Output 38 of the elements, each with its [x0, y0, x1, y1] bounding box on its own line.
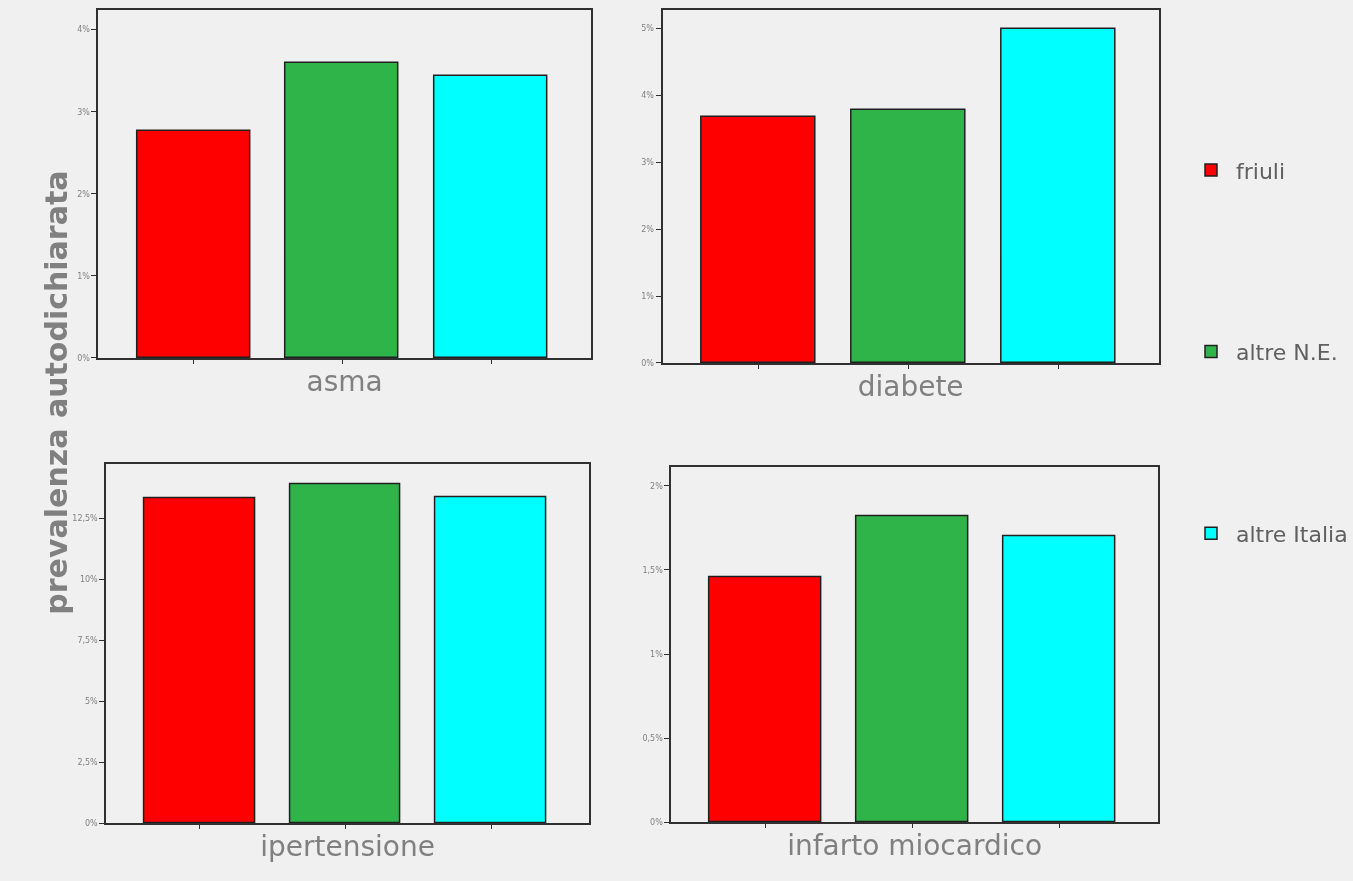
bar [135, 129, 251, 358]
y-tick-label: 0% [641, 358, 655, 368]
y-tick-label: 0% [650, 818, 664, 828]
x-axis-title: asma [306, 364, 383, 398]
x-axis-title: ipertensione [260, 830, 435, 864]
y-tick-label: 0% [85, 819, 99, 829]
legend-label: friuli [1236, 158, 1286, 184]
legend-label: altre N.E. [1236, 340, 1338, 366]
y-tick-label: 0,5% [642, 733, 664, 743]
y-tick-label: 2% [641, 225, 655, 235]
y-tick-label: 2% [77, 189, 91, 199]
y-tick-label: 2,5% [77, 758, 99, 768]
y-tick-label: 5% [85, 697, 99, 707]
y-tick-label: 1,5% [642, 565, 664, 575]
y-tick-label: 12,5% [72, 513, 99, 523]
x-axis-title: diabete [857, 369, 964, 403]
y-tick-label: 4% [77, 25, 91, 35]
y-tick-label: 1% [641, 291, 655, 301]
y-tick-label: 5% [641, 24, 655, 34]
bar [707, 575, 822, 823]
legend-label: altre Italia [1236, 521, 1348, 547]
x-axis-title: infarto miocardico [787, 829, 1043, 863]
y-tick-label: 10% [79, 574, 99, 584]
y-tick-label: 3% [641, 158, 655, 168]
bar [700, 115, 816, 363]
bar [854, 514, 969, 823]
bar [1000, 27, 1116, 363]
y-tick-label: 7,5% [77, 635, 99, 645]
bar [1001, 534, 1116, 823]
bar [283, 61, 399, 358]
bar [432, 74, 548, 358]
y-tick-label: 3% [77, 107, 91, 117]
bar [850, 108, 966, 363]
y-tick-label: 1% [650, 649, 664, 659]
y-tick-label: 2% [650, 481, 664, 491]
y-tick-label: 0% [77, 353, 91, 363]
y-tick-label: 4% [641, 91, 655, 101]
y-tick-label: 1% [77, 271, 91, 281]
